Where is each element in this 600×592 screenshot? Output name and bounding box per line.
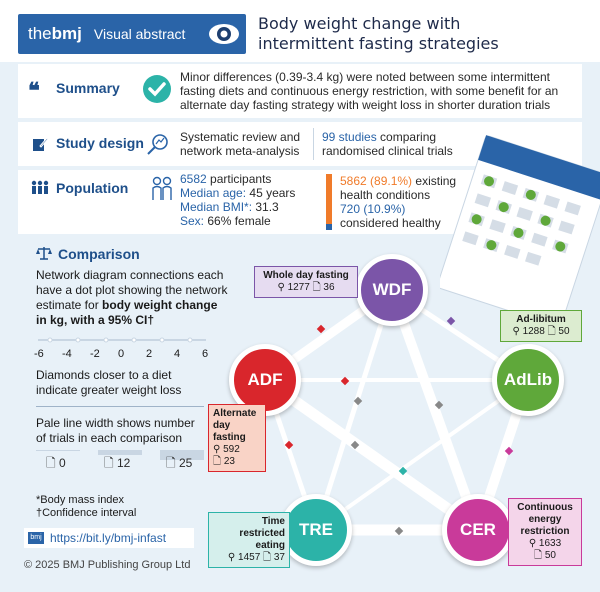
bmj-mini-icon: bmj <box>28 532 44 544</box>
line-width-note: Pale line width shows number of trials i… <box>36 416 195 445</box>
link-text[interactable]: https://bit.ly/bmj-infast <box>50 531 167 545</box>
node-tre: TRE <box>280 494 352 566</box>
label-tre: Time restricted eating ⚲ 1457 🗋 37 <box>208 512 290 568</box>
people-icon <box>31 180 49 194</box>
node-cer: CER <box>442 494 514 566</box>
summary-row: ❝ Summary Minor differences (0.39-3.4 kg… <box>18 64 582 118</box>
label-wdf: Whole day fasting ⚲ 1277 🗋 36 <box>254 266 358 298</box>
comparison-label: Comparison <box>58 246 140 262</box>
axis-tick-label: -6 <box>34 348 44 360</box>
bmj-brand-box: thebmj Visual abstract <box>18 14 246 54</box>
health-text: 5862 (89.1%) existing health conditions … <box>340 174 457 230</box>
summary-label: Summary <box>56 80 120 96</box>
eye-icon <box>209 24 239 44</box>
population-stats: 6582 participants Median age: 45 years M… <box>180 172 296 228</box>
node-wdf: WDF <box>356 254 428 326</box>
axis-tick-label: 4 <box>174 348 181 360</box>
pencil-note-icon <box>33 137 48 151</box>
visual-abstract-label: Visual abstract <box>93 26 186 42</box>
participants-icon <box>152 176 172 200</box>
diamonds-note: Diamonds closer to a diet indicate great… <box>36 368 182 397</box>
existing-conditions-fill <box>326 174 332 224</box>
divider <box>313 128 314 160</box>
copyright: © 2025 BMJ Publishing Group Ltd <box>24 559 191 571</box>
axis-tick-label: -4 <box>62 348 72 360</box>
legend-25: 🗋 25 <box>166 456 193 470</box>
check-icon <box>143 75 171 103</box>
legend-12: 🗋 12 <box>104 456 131 470</box>
study-method: Systematic review and network meta-analy… <box>180 130 301 158</box>
label-adf: Alternate day fasting ⚲ 592 🗋 23 <box>208 404 266 472</box>
population-label: Population <box>56 180 129 196</box>
label-adlib: Ad-libitum ⚲ 1288 🗋 50 <box>500 310 582 342</box>
search-chart-icon <box>147 134 168 155</box>
axis-tick-label: 0 <box>118 348 125 360</box>
calendar-icon <box>440 135 600 320</box>
axis-tick-labels: -6 -4 -2 0 2 4 6 <box>34 348 216 362</box>
health-conditions-bar <box>326 174 332 230</box>
legend-0: 🗋 0 <box>46 456 66 470</box>
scales-icon <box>36 247 52 260</box>
quote-icon: ❝ <box>28 78 40 103</box>
axis-tick-label: 6 <box>202 348 209 360</box>
header: thebmj Visual abstract Body weight chang… <box>0 0 600 62</box>
divider <box>36 406 204 407</box>
studies-text: 99 studies comparing randomised clinical… <box>322 130 453 158</box>
bmj-logo: thebmj <box>28 24 82 43</box>
doi-link[interactable]: bmj https://bit.ly/bmj-infast <box>24 528 194 548</box>
ci-axis <box>38 337 206 343</box>
node-adlib: AdLib <box>492 344 564 416</box>
line-width-legend: 🗋 0 🗋 12 🗋 25 <box>36 450 216 474</box>
summary-text: Minor differences (0.39-3.4 kg) were not… <box>180 70 559 112</box>
study-design-label: Study design <box>56 135 144 151</box>
footnotes: *Body mass index †Confidence interval <box>36 494 137 519</box>
axis-tick-label: 2 <box>146 348 153 360</box>
axis-tick-label: -2 <box>90 348 100 360</box>
comparison-description: Network diagram connections each have a … <box>36 268 228 327</box>
page-title: Body weight change with intermittent fas… <box>258 14 499 53</box>
label-cer: Continuous energy restriction ⚲ 1633 🗋 5… <box>508 498 582 566</box>
